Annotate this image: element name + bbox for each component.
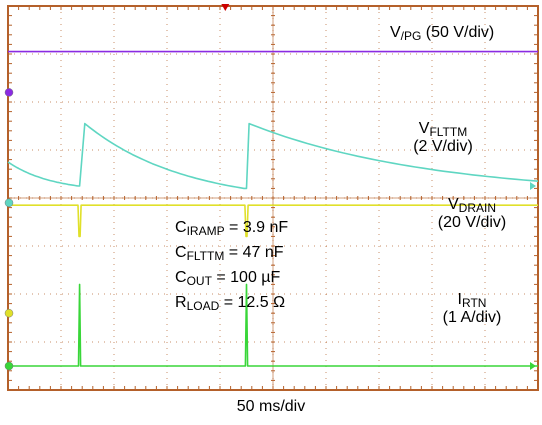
- condition-c-out: COUT = 100 µF: [175, 269, 281, 288]
- irtn-trace: [8, 283, 538, 367]
- plot-frame: [7, 5, 539, 391]
- x-axis-scale-caption: 50 ms/div: [236, 398, 306, 415]
- vflttm-label: VFLTTM (2 V/div): [413, 120, 473, 155]
- right-marker-irtn: [530, 362, 536, 370]
- channel-marker-irtn: [4, 361, 14, 371]
- condition-c-flttm: CFLTTM = 47 nF: [175, 244, 284, 263]
- vdrain-label: VDRAIN (20 V/div): [437, 196, 507, 231]
- vpg-label: V/PG (50 V/div): [390, 24, 495, 43]
- trigger-marker: [221, 4, 230, 11]
- right-marker-vflttm: [530, 182, 536, 190]
- condition-r-load: RLOAD = 12.5 Ω: [175, 294, 286, 313]
- channel-marker-vflttm: [4, 198, 14, 208]
- irtn-label: IRTN (1 A/div): [442, 291, 502, 326]
- channel-marker-vpg: [4, 88, 14, 97]
- condition-c-iramp: CIRAMP = 3.9 nF: [175, 219, 289, 238]
- vflttm-trace: [7, 122, 539, 190]
- channel-marker-vdrain: [4, 308, 14, 318]
- vdrain-trace: [8, 204, 538, 238]
